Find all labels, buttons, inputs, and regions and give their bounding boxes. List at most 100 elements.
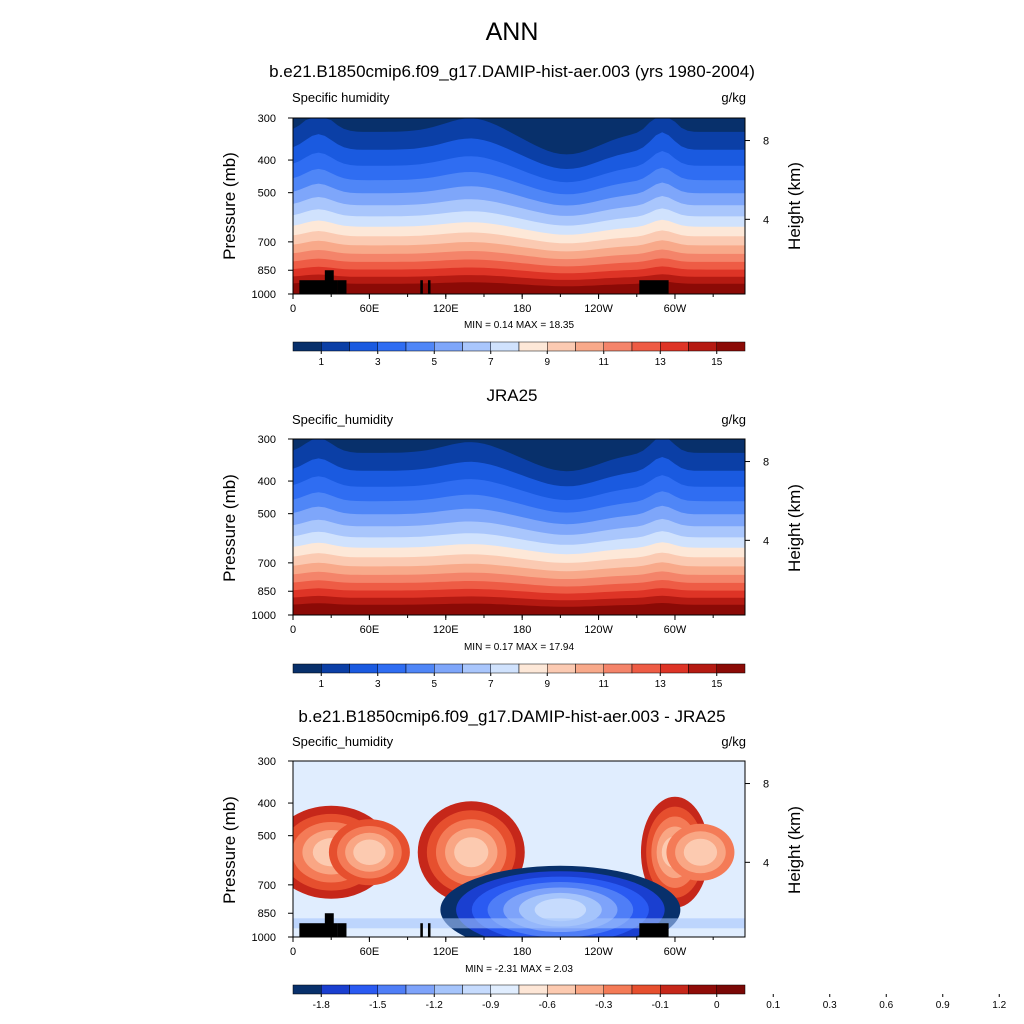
diff-low-level-strip — [293, 918, 745, 929]
colorbar-label: 13 — [655, 357, 667, 368]
colorbar-label: -0.6 — [539, 1000, 557, 1011]
colorbar-cell — [292, 663, 322, 674]
colorbar-label: -1.5 — [369, 1000, 387, 1011]
colorbar-cell — [716, 341, 746, 352]
colorbar-cell — [377, 663, 407, 674]
right-tick-label: 4 — [763, 535, 769, 547]
right-tick-label: 8 — [763, 457, 769, 469]
y-tick-label: 300 — [258, 113, 276, 125]
colorbar-label: 7 — [488, 357, 494, 368]
colorbar-cell — [547, 663, 576, 674]
y-tick-label: 400 — [258, 155, 276, 167]
colorbar-cell — [688, 984, 717, 995]
x-tick-label: 120E — [433, 303, 459, 315]
x-tick-label: 180 — [513, 303, 531, 315]
panel-2-units: g/kg — [721, 412, 746, 427]
colorbar-cell — [547, 984, 576, 995]
y-tick-label: 300 — [258, 756, 276, 768]
colorbar-label: 11 — [599, 679, 610, 690]
colorbar-cell — [631, 984, 661, 995]
x-tick-label: 60E — [360, 303, 380, 315]
panel-2-title: JRA25 — [486, 386, 538, 405]
x-tick-label: 0 — [290, 946, 296, 958]
colorbar-cell — [434, 984, 463, 995]
y-tick-label: 500 — [258, 509, 276, 521]
colorbar-label: 0.1 — [766, 1000, 780, 1011]
diff-positive-blob — [683, 838, 718, 866]
y-tick-label: 1000 — [252, 610, 276, 622]
topography-mask — [420, 280, 423, 294]
diff-positive-blob — [353, 839, 386, 865]
y-tick-label: 500 — [258, 188, 276, 200]
panel-2-contours — [293, 439, 745, 615]
y-tick-label: 1000 — [252, 932, 276, 944]
colorbar-cell — [490, 341, 520, 352]
right-tick-label: 8 — [763, 136, 769, 148]
colorbar-cell — [631, 663, 661, 674]
y-tick-label: 1000 — [252, 289, 276, 301]
colorbar-label: 1.2 — [992, 1000, 1006, 1011]
y-tick-label: 850 — [258, 586, 276, 598]
colorbar-cell — [434, 663, 463, 674]
topography-mask — [337, 923, 347, 937]
topography-mask — [337, 280, 347, 294]
contour-band-0 — [293, 439, 745, 472]
colorbar-cell — [603, 341, 633, 352]
colorbar-cell — [434, 341, 463, 352]
y-tick-label: 400 — [258, 476, 276, 488]
colorbar-cell — [575, 341, 604, 352]
right-tick-label: 8 — [763, 779, 769, 791]
y-tick-label: 400 — [258, 798, 276, 810]
colorbar-cell — [575, 984, 604, 995]
y-tick-label: 500 — [258, 831, 276, 843]
colorbar-label: 0 — [714, 1000, 720, 1011]
colorbar-cell — [377, 341, 407, 352]
panel-3-title: b.e21.B1850cmip6.f09_g17.DAMIP-hist-aer.… — [298, 707, 726, 726]
topography-mask — [639, 280, 669, 294]
colorbar-label: 7 — [488, 679, 494, 690]
colorbar-cell — [349, 984, 378, 995]
colorbar-cell — [321, 663, 350, 674]
colorbar-cell — [405, 341, 435, 352]
x-tick-label: 60W — [664, 624, 687, 636]
colorbar-label: 0.9 — [936, 1000, 950, 1011]
panel-3-variable: Specific_humidity — [292, 734, 394, 749]
colorbar-cell — [377, 984, 407, 995]
colorbar-cell — [405, 663, 435, 674]
panel-2-variable: Specific_humidity — [292, 412, 394, 427]
y-tick-label: 850 — [258, 908, 276, 920]
colorbar-cell — [688, 663, 717, 674]
panel-1-minmax: MIN = 0.14 MAX = 18.35 — [463, 320, 575, 331]
plot-frame — [292, 438, 746, 616]
colorbar-cell — [405, 984, 435, 995]
x-tick-label: 60E — [360, 624, 380, 636]
panel-1-units: g/kg — [721, 90, 746, 105]
colorbar-cell — [660, 341, 689, 352]
panel-3-ylabel-right: Height (km) — [785, 806, 804, 894]
figure-title: ANN — [485, 18, 539, 46]
panel-1-title: b.e21.B1850cmip6.f09_g17.DAMIP-hist-aer.… — [269, 62, 755, 81]
colorbar-cell — [462, 341, 491, 352]
colorbar-cell — [321, 341, 350, 352]
colorbar-cell — [490, 984, 520, 995]
colorbar-label: 15 — [711, 357, 723, 368]
colorbar-label: -0.9 — [482, 1000, 500, 1011]
x-tick-label: 120W — [584, 303, 613, 315]
panel-3-ylabel: Pressure (mb) — [220, 796, 239, 904]
colorbar-label: -1.2 — [426, 1000, 444, 1011]
y-tick-label: 850 — [258, 265, 276, 277]
colorbar-cell — [462, 984, 491, 995]
colorbar-cell — [716, 663, 746, 674]
panel-1-contours — [293, 118, 745, 294]
colorbar-label: 15 — [711, 679, 723, 690]
colorbar-label: 13 — [655, 679, 667, 690]
colorbar-cell — [349, 341, 378, 352]
x-tick-label: 120E — [433, 624, 459, 636]
colorbar-label: 3 — [375, 357, 381, 368]
x-tick-label: 60W — [664, 946, 687, 958]
colorbar-cell — [660, 663, 689, 674]
colorbar-cell — [292, 341, 322, 352]
colorbar-cell — [660, 984, 689, 995]
x-tick-label: 120E — [433, 946, 459, 958]
